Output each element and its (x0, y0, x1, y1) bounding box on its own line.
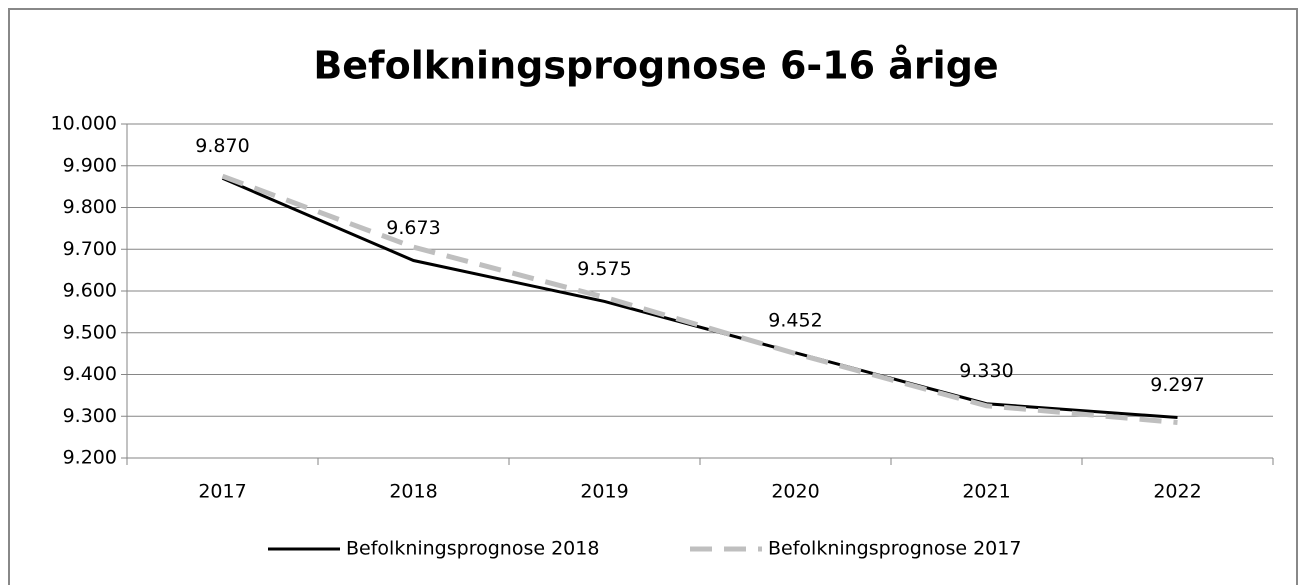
y-tick-label: 9.300 (63, 405, 117, 427)
y-tick-label: 9.900 (63, 154, 117, 176)
chart-title: Befolkningsprognose 6-16 årige (313, 44, 998, 88)
y-tick-label: 9.400 (63, 363, 117, 385)
x-tick-label: 2017 (198, 481, 246, 503)
y-tick-label: 9.500 (63, 321, 117, 343)
legend-label: Befolkningsprognose 2017 (768, 538, 1021, 560)
data-label: 9.575 (577, 258, 631, 280)
y-tick-label: 9.800 (63, 196, 117, 218)
y-tick-label: 10.000 (51, 113, 117, 135)
x-tick-label: 2019 (580, 481, 628, 503)
x-tick-label: 2022 (1153, 481, 1201, 503)
data-label: 9.673 (386, 217, 440, 239)
x-tick-label: 2020 (771, 481, 819, 503)
y-tick-label: 9.600 (63, 280, 117, 302)
data-label: 9.330 (959, 360, 1013, 382)
y-tick-label: 9.200 (63, 447, 117, 469)
series-line (221, 176, 1178, 419)
chart-border (8, 8, 1298, 585)
x-tick-label: 2021 (962, 481, 1010, 503)
data-label: 9.297 (1150, 374, 1204, 396)
data-label: 9.452 (768, 309, 822, 331)
legend-label: Befolkningsprognose 2018 (346, 538, 599, 560)
x-tick-label: 2018 (389, 481, 437, 503)
y-tick-label: 9.700 (63, 238, 117, 260)
series-line (221, 173, 1178, 426)
data-label: 9.870 (195, 135, 249, 157)
